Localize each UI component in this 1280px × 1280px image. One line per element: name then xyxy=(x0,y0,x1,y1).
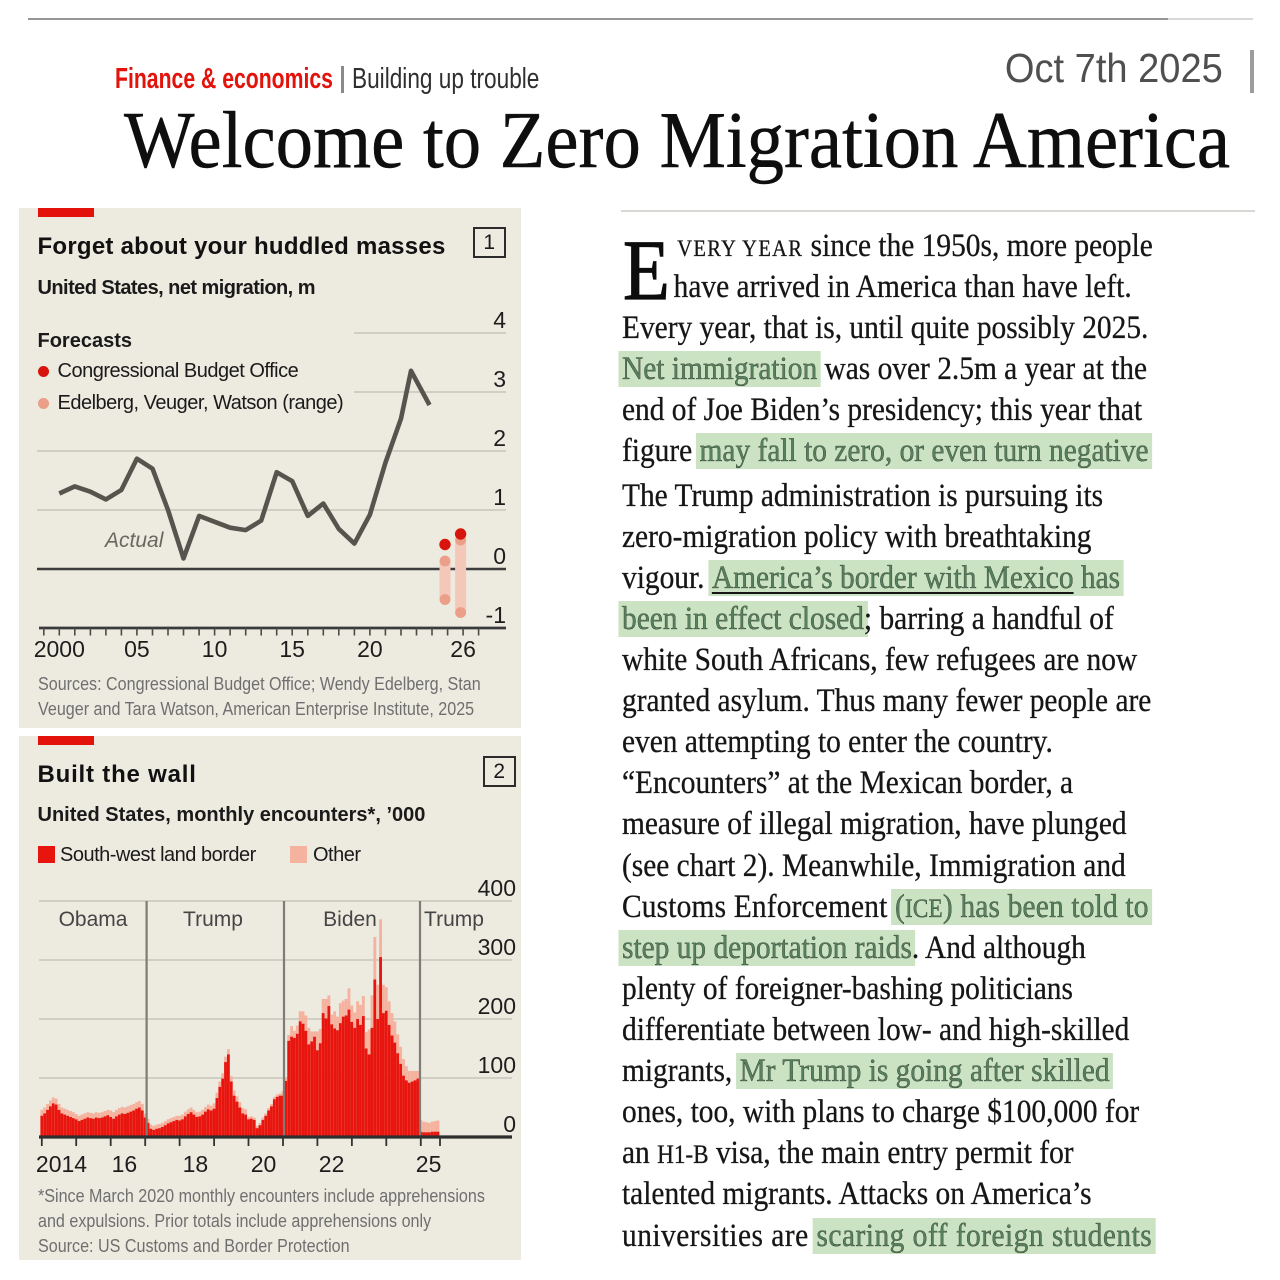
svg-text:Obama: Obama xyxy=(59,908,128,931)
svg-text:20: 20 xyxy=(251,1151,277,1177)
svg-text:2000: 2000 xyxy=(34,636,85,662)
svg-text:16: 16 xyxy=(112,1151,138,1177)
svg-text:Actual: Actual xyxy=(103,529,165,552)
svg-text:2: 2 xyxy=(493,425,506,451)
svg-text:26: 26 xyxy=(450,636,476,662)
svg-text:15: 15 xyxy=(279,636,305,662)
svg-text:4: 4 xyxy=(493,307,506,333)
svg-text:18: 18 xyxy=(183,1151,209,1177)
svg-text:1: 1 xyxy=(493,484,506,510)
svg-text:25: 25 xyxy=(416,1151,442,1177)
svg-text:100: 100 xyxy=(478,1052,516,1078)
svg-text:05: 05 xyxy=(124,636,150,662)
svg-text:20: 20 xyxy=(357,636,383,662)
svg-text:3: 3 xyxy=(493,366,506,392)
svg-text:200: 200 xyxy=(478,993,516,1019)
svg-text:400: 400 xyxy=(478,875,516,901)
svg-text:0: 0 xyxy=(493,543,506,569)
svg-text:0: 0 xyxy=(503,1111,516,1137)
svg-text:Trump: Trump xyxy=(424,908,484,931)
svg-text:Biden: Biden xyxy=(323,908,377,931)
svg-text:300: 300 xyxy=(478,934,516,960)
svg-text:10: 10 xyxy=(202,636,228,662)
svg-text:2014: 2014 xyxy=(36,1151,87,1177)
svg-text:-1: -1 xyxy=(486,602,506,628)
svg-text:22: 22 xyxy=(319,1151,345,1177)
svg-text:Trump: Trump xyxy=(183,908,243,931)
